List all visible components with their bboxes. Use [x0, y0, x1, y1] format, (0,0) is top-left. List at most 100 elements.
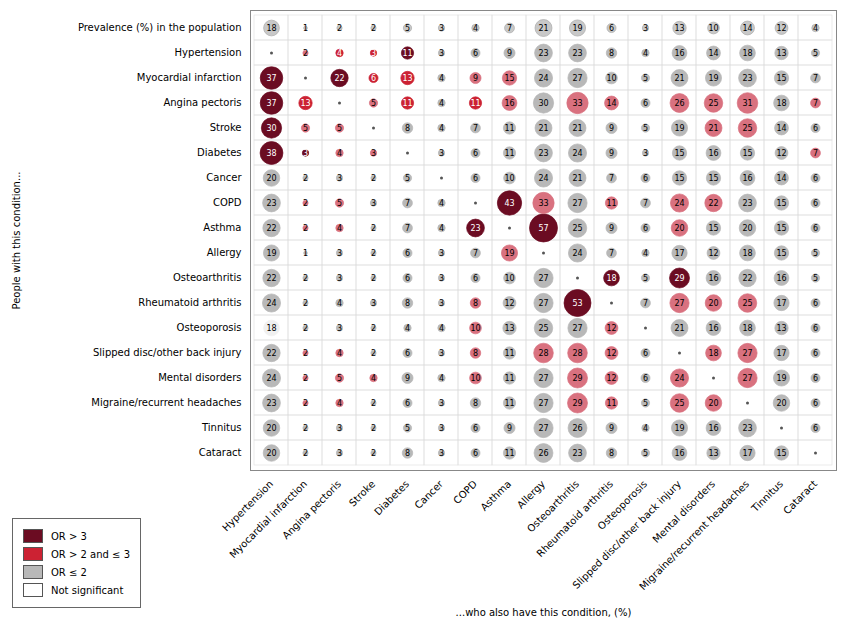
svg-text:18: 18 — [776, 99, 786, 108]
svg-text:16: 16 — [708, 324, 718, 333]
svg-text:3: 3 — [439, 399, 444, 408]
svg-text:Osteoporosis: Osteoporosis — [177, 322, 242, 333]
svg-text:3: 3 — [439, 274, 444, 283]
svg-text:17: 17 — [776, 349, 786, 358]
svg-text:3: 3 — [439, 424, 444, 433]
svg-text:2: 2 — [303, 374, 308, 383]
svg-text:7: 7 — [473, 249, 478, 258]
svg-text:3: 3 — [439, 49, 444, 58]
svg-text:Osteoarthritis: Osteoarthritis — [173, 272, 242, 283]
svg-text:31: 31 — [742, 99, 752, 108]
svg-text:14: 14 — [776, 174, 786, 183]
svg-text:6: 6 — [813, 424, 818, 433]
svg-text:4: 4 — [371, 374, 376, 383]
svg-text:17: 17 — [742, 449, 752, 458]
svg-text:4: 4 — [643, 424, 648, 433]
svg-text:12: 12 — [504, 299, 514, 308]
svg-text:7: 7 — [609, 249, 614, 258]
svg-text:15: 15 — [776, 224, 786, 233]
svg-text:12: 12 — [776, 149, 786, 158]
svg-text:8: 8 — [473, 349, 478, 358]
svg-text:2: 2 — [303, 449, 308, 458]
svg-text:30: 30 — [266, 124, 276, 133]
svg-text:12: 12 — [606, 349, 616, 358]
svg-text:4: 4 — [337, 224, 342, 233]
svg-text:13: 13 — [776, 324, 786, 333]
svg-text:4: 4 — [337, 349, 342, 358]
svg-text:28: 28 — [572, 349, 582, 358]
svg-text:10: 10 — [606, 74, 616, 83]
svg-text:2: 2 — [303, 199, 308, 208]
svg-text:4: 4 — [439, 324, 444, 333]
svg-text:Rheumatoid arthritis: Rheumatoid arthritis — [138, 297, 241, 308]
svg-text:27: 27 — [572, 74, 582, 83]
svg-text:6: 6 — [473, 274, 478, 283]
svg-text:7: 7 — [813, 149, 818, 158]
svg-text:6: 6 — [473, 424, 478, 433]
svg-text:17: 17 — [776, 299, 786, 308]
svg-text:15: 15 — [742, 149, 752, 158]
svg-text:5: 5 — [813, 274, 818, 283]
svg-text:8: 8 — [473, 399, 478, 408]
svg-text:2: 2 — [371, 174, 376, 183]
svg-text:5: 5 — [643, 74, 648, 83]
svg-text:3: 3 — [371, 199, 376, 208]
svg-text:4: 4 — [439, 74, 444, 83]
svg-text:5: 5 — [813, 49, 818, 58]
svg-text:3: 3 — [303, 149, 308, 158]
svg-text:25: 25 — [742, 124, 752, 133]
svg-text:25: 25 — [708, 99, 718, 108]
svg-text:4: 4 — [813, 24, 818, 33]
svg-text:33: 33 — [538, 199, 548, 208]
svg-text:9: 9 — [609, 149, 614, 158]
svg-text:25: 25 — [538, 324, 548, 333]
svg-text:16: 16 — [674, 49, 684, 58]
svg-text:5: 5 — [643, 124, 648, 133]
svg-text:Allergy: Allergy — [207, 247, 242, 258]
svg-text:10: 10 — [470, 324, 480, 333]
svg-text:26: 26 — [538, 449, 548, 458]
svg-text:29: 29 — [572, 399, 582, 408]
svg-text:30: 30 — [538, 99, 548, 108]
svg-text:3: 3 — [337, 274, 342, 283]
svg-text:9: 9 — [609, 124, 614, 133]
svg-text:23: 23 — [572, 49, 582, 58]
svg-text:3: 3 — [337, 249, 342, 258]
svg-text:Angina pectoris: Angina pectoris — [280, 478, 343, 541]
svg-text:14: 14 — [776, 124, 786, 133]
svg-text:24: 24 — [538, 74, 548, 83]
svg-text:Mental disorders: Mental disorders — [650, 478, 717, 545]
svg-text:7: 7 — [813, 74, 818, 83]
svg-text:7: 7 — [609, 174, 614, 183]
svg-text:22: 22 — [266, 349, 276, 358]
svg-text:11: 11 — [504, 124, 514, 133]
svg-text:5: 5 — [337, 124, 342, 133]
svg-text:19: 19 — [776, 374, 786, 383]
svg-text:23: 23 — [742, 74, 752, 83]
svg-text:11: 11 — [606, 199, 616, 208]
svg-text:6: 6 — [643, 99, 648, 108]
svg-text:21: 21 — [538, 24, 548, 33]
svg-text:4: 4 — [337, 299, 342, 308]
svg-text:4: 4 — [439, 224, 444, 233]
svg-text:8: 8 — [405, 299, 410, 308]
svg-text:4: 4 — [337, 399, 342, 408]
svg-text:3: 3 — [337, 324, 342, 333]
svg-text:57: 57 — [538, 224, 548, 233]
svg-text:24: 24 — [266, 299, 276, 308]
svg-text:20: 20 — [266, 174, 276, 183]
svg-text:12: 12 — [606, 374, 616, 383]
svg-text:22: 22 — [334, 74, 344, 83]
svg-text:23: 23 — [742, 199, 752, 208]
svg-text:19: 19 — [266, 249, 276, 258]
svg-text:Asthma: Asthma — [203, 222, 241, 233]
svg-text:4: 4 — [439, 124, 444, 133]
svg-text:2: 2 — [303, 299, 308, 308]
svg-text:25: 25 — [572, 224, 582, 233]
svg-text:5: 5 — [337, 199, 342, 208]
svg-text:2: 2 — [371, 424, 376, 433]
svg-text:8: 8 — [405, 449, 410, 458]
svg-text:24: 24 — [674, 199, 684, 208]
svg-text:24: 24 — [266, 374, 276, 383]
svg-text:15: 15 — [708, 224, 718, 233]
